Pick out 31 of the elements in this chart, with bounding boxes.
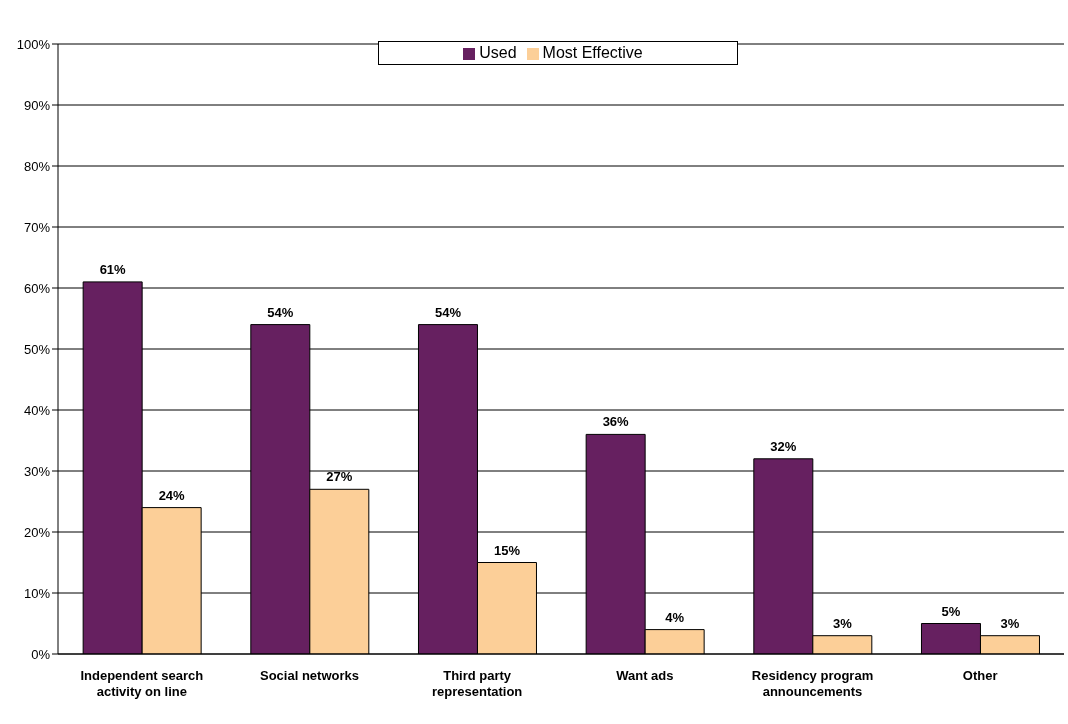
data-label: 27% (326, 469, 353, 485)
data-label: 3% (832, 615, 853, 631)
legend-label: Used (479, 44, 517, 61)
y-tick-label: 90% (23, 97, 51, 113)
y-tick-label: 70% (23, 219, 51, 235)
data-label: 3% (1000, 615, 1020, 631)
x-tick-label: Other (962, 668, 998, 683)
data-label: 15% (493, 542, 521, 558)
legend-label: Most Effective (542, 44, 643, 61)
data-label: 54% (434, 304, 462, 320)
y-tick-label: 0% (31, 646, 51, 662)
data-label: 5% (941, 603, 961, 619)
data-label: 54% (267, 304, 294, 320)
y-tick-label: 20% (23, 524, 51, 540)
data-label: 61% (99, 261, 127, 277)
y-tick-label: 100% (16, 36, 51, 52)
data-label: 24% (158, 487, 186, 503)
y-tick-label: 10% (23, 585, 51, 601)
x-tick-label: Want ads (616, 668, 674, 683)
data-label: 4% (665, 609, 685, 625)
data-label: 36% (602, 414, 630, 430)
x-tick-label: Social networks (260, 668, 359, 683)
y-tick-label: 50% (23, 341, 51, 357)
data-label: 32% (770, 438, 797, 454)
x-tick-label: Third party representation (432, 668, 523, 699)
y-tick-label: 30% (23, 463, 51, 479)
y-tick-label: 60% (23, 280, 51, 296)
x-tick-label: Residency program announcements (751, 668, 874, 699)
y-tick-label: 80% (23, 158, 51, 174)
x-tick-label: Independent search activity on line (80, 668, 204, 699)
y-tick-label: 40% (23, 402, 51, 418)
